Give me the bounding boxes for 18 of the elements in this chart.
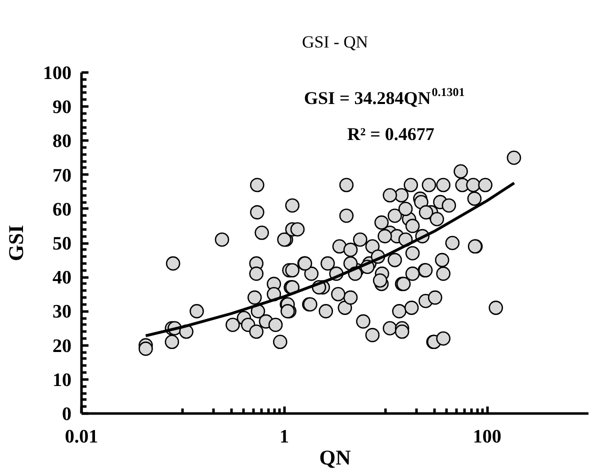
x-tick-label: 1 [280, 426, 290, 448]
y-tick-label: 80 [52, 131, 72, 152]
y-tick-label: 60 [52, 199, 72, 220]
chart-title: GSI - QN [302, 32, 368, 52]
y-tick-label: 100 [43, 63, 72, 84]
y-tick-label: 30 [52, 302, 72, 323]
y-tick-label: 70 [52, 165, 72, 186]
y-tick-label: 40 [52, 268, 72, 289]
y-tick-label: 50 [52, 234, 72, 254]
x-tick-label: 0.01 [64, 426, 98, 448]
y-tick-label: 90 [52, 97, 72, 118]
y-tick-label: 10 [52, 370, 72, 391]
y-tick-label: 0 [62, 404, 72, 425]
annotation: R² = 0.4677 [347, 124, 434, 144]
x-axis-title: QN [319, 446, 351, 470]
y-tick-label: 20 [52, 336, 72, 357]
y-axis-title: GSI [4, 224, 28, 262]
x-tick-label: 100 [472, 426, 502, 448]
